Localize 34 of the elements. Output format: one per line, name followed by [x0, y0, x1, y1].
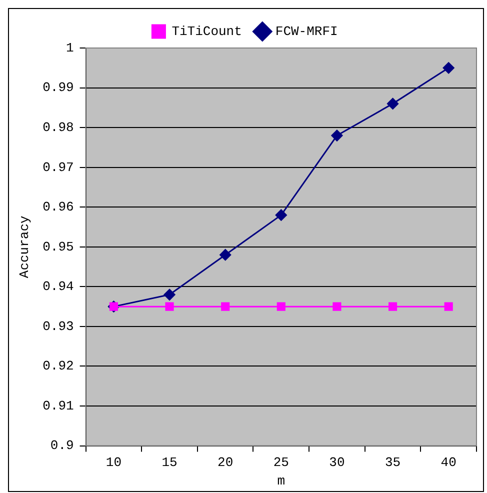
y-tick-label: 0.96 — [42, 200, 74, 215]
x-tick-label: 10 — [106, 455, 122, 470]
y-tick-label: 0.92 — [42, 358, 74, 374]
x-tick-label: 20 — [218, 455, 234, 470]
point — [332, 302, 342, 311]
y-tick-label: 0.9 — [50, 438, 74, 454]
x-tick-label: 15 — [162, 455, 178, 470]
x-axis-title: m — [277, 474, 286, 489]
y-tick-label: 0.97 — [42, 160, 74, 175]
point — [220, 249, 232, 261]
point — [164, 288, 176, 300]
x-tick-label: 40 — [440, 455, 456, 470]
y-tick-label: 0.93 — [42, 318, 74, 334]
point — [331, 130, 343, 142]
point — [165, 302, 174, 311]
point — [442, 62, 454, 74]
point — [275, 209, 287, 221]
y-tick-label: 0.91 — [42, 398, 74, 414]
x-tick-label: 30 — [329, 455, 345, 470]
point — [388, 302, 398, 311]
y-tick-label: 0.99 — [42, 80, 74, 96]
point — [276, 302, 286, 311]
legend-label: TiTiCount — [172, 24, 242, 39]
y-axis-title: Accuracy — [17, 216, 32, 278]
x-tick-label: 35 — [384, 455, 401, 470]
y-tick-label: 0.94 — [42, 279, 74, 294]
point — [221, 302, 230, 311]
y-tick-label: 0.98 — [42, 120, 74, 135]
point — [444, 302, 453, 311]
point — [387, 98, 399, 110]
y-tick-label: 0.95 — [42, 239, 74, 254]
x-tick-label: 25 — [273, 455, 289, 470]
legend-label: FCW-MRFI — [275, 24, 338, 39]
y-tick-label: 1 — [66, 40, 74, 56]
